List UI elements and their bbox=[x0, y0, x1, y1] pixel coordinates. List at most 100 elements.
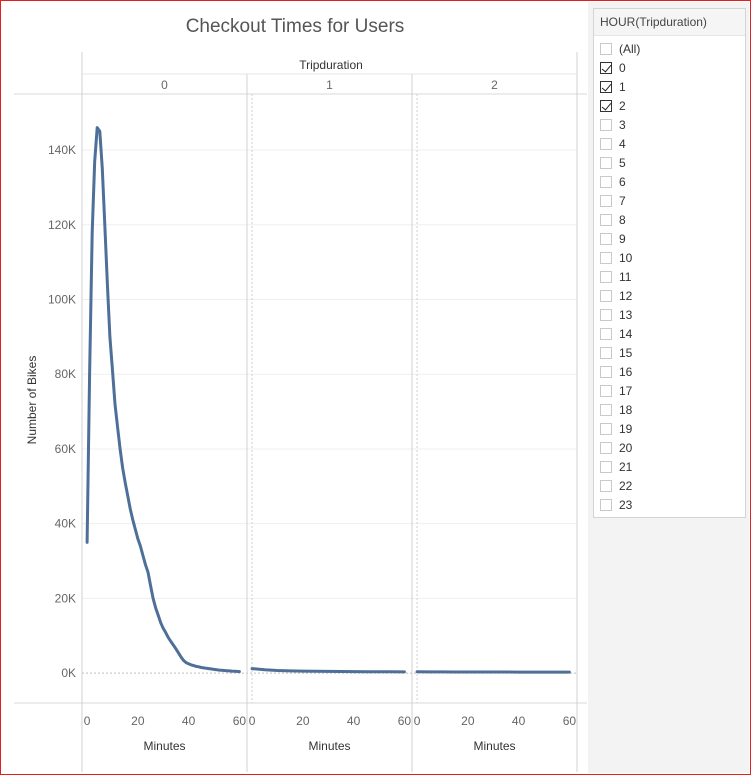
filter-checkbox[interactable] bbox=[600, 460, 612, 473]
filter-checkbox[interactable] bbox=[600, 118, 612, 131]
panel-header: 2 bbox=[491, 78, 498, 92]
filter-option-label: 1 bbox=[619, 79, 626, 94]
filter-checkbox[interactable] bbox=[600, 251, 612, 264]
filter-checkbox[interactable] bbox=[600, 137, 612, 150]
filter-checkbox[interactable] bbox=[600, 175, 612, 188]
filter-option-label: 2 bbox=[619, 98, 626, 113]
x-tick-label: 0 bbox=[414, 714, 421, 728]
filter-option-13[interactable]: 13 bbox=[600, 305, 632, 324]
filter-option-14[interactable]: 14 bbox=[600, 324, 632, 343]
filter-option-label: 16 bbox=[619, 364, 633, 379]
filter-option-label: 6 bbox=[619, 174, 626, 189]
filter-option-label: 19 bbox=[619, 421, 633, 436]
filter-option-6[interactable]: 6 bbox=[600, 172, 626, 191]
x-tick-label: 40 bbox=[347, 714, 361, 728]
filter-option-22[interactable]: 22 bbox=[600, 476, 632, 495]
chart-title: Checkout Times for Users bbox=[185, 16, 405, 37]
x-tick-label: 20 bbox=[296, 714, 310, 728]
panel-header: 0 bbox=[161, 78, 168, 92]
filter-option-label: 3 bbox=[619, 117, 626, 132]
filter-checkbox[interactable] bbox=[600, 346, 612, 359]
filter-option-label: 11 bbox=[619, 269, 632, 284]
x-tick-label: 0 bbox=[84, 714, 91, 728]
filter-checkbox[interactable] bbox=[600, 441, 612, 454]
filter-option-label: 4 bbox=[619, 136, 626, 151]
filter-option-12[interactable]: 12 bbox=[600, 286, 632, 305]
filter-checkbox[interactable] bbox=[600, 384, 612, 397]
filter-option-21[interactable]: 21 bbox=[600, 457, 632, 476]
x-tick-label: 40 bbox=[512, 714, 526, 728]
filter-option-label: 12 bbox=[619, 288, 633, 303]
filter-checkbox[interactable] bbox=[600, 308, 612, 321]
filter-option-20[interactable]: 20 bbox=[600, 438, 632, 457]
filter-checkbox[interactable] bbox=[600, 156, 612, 169]
filter-checkbox[interactable] bbox=[600, 498, 612, 511]
filter-checkbox[interactable] bbox=[600, 213, 612, 226]
filter-option-16[interactable]: 16 bbox=[600, 362, 632, 381]
y-axis-label: Number of Bikes bbox=[25, 356, 39, 445]
filter-option-label: 5 bbox=[619, 155, 626, 170]
filter-option-label: 0 bbox=[619, 60, 626, 75]
filter-option-label: 18 bbox=[619, 402, 633, 417]
filter-checkbox[interactable] bbox=[600, 270, 612, 283]
filter-option-3[interactable]: 3 bbox=[600, 115, 626, 134]
filter-option-all[interactable]: (All) bbox=[600, 39, 640, 58]
x-axis-label: Minutes bbox=[143, 739, 185, 753]
x-tick-label: 20 bbox=[131, 714, 145, 728]
filter-option-5[interactable]: 5 bbox=[600, 153, 626, 172]
filter-checkbox[interactable] bbox=[600, 61, 612, 74]
filter-option-label: 21 bbox=[619, 459, 633, 474]
chart-sheet: 0K 20K 40K 60K 80K 100K 120K 140K Tripduration 0 1… bbox=[2, 2, 587, 772]
filter-option-label: 7 bbox=[619, 193, 626, 208]
filter-option-8[interactable]: 8 bbox=[600, 210, 626, 229]
x-tick-label: 60 bbox=[233, 714, 247, 728]
filter-option-10[interactable]: 10 bbox=[600, 248, 632, 267]
x-tick-label: 20 bbox=[461, 714, 475, 728]
filter-checkbox[interactable] bbox=[600, 365, 612, 378]
filter-checkbox[interactable] bbox=[600, 232, 612, 245]
filter-checkbox[interactable] bbox=[600, 42, 612, 55]
filter-option-4[interactable]: 4 bbox=[600, 134, 626, 153]
filter-option-2[interactable]: 2 bbox=[600, 96, 626, 115]
filter-option-11[interactable]: 11 bbox=[600, 267, 631, 286]
filter-option-18[interactable]: 18 bbox=[600, 400, 632, 419]
filter-option-label: 15 bbox=[619, 345, 633, 360]
filter-title: HOUR(Tripduration) bbox=[594, 9, 745, 36]
filter-option-1[interactable]: 1 bbox=[600, 77, 626, 96]
filter-checkbox[interactable] bbox=[600, 289, 612, 302]
filter-option-7[interactable]: 7 bbox=[600, 191, 626, 210]
filter-option-label: (All) bbox=[619, 41, 641, 56]
filter-checkbox[interactable] bbox=[600, 99, 612, 112]
filter-option-label: 20 bbox=[619, 440, 633, 455]
hour-filter-card: HOUR(Tripduration) (All) 0 1 2 3 4 5 6 7 8 9 10 11 12… bbox=[593, 8, 746, 518]
side-panel: HOUR(Tripduration) (All) 0 1 2 3 4 5 6 7 8 9 10 11 12… bbox=[588, 2, 749, 773]
y-tick-label: 40K bbox=[55, 517, 76, 531]
filter-option-15[interactable]: 15 bbox=[600, 343, 632, 362]
filter-checkbox[interactable] bbox=[600, 479, 612, 492]
filter-option-17[interactable]: 17 bbox=[600, 381, 632, 400]
filter-option-0[interactable]: 0 bbox=[600, 58, 626, 77]
x-tick-label: 0 bbox=[249, 714, 256, 728]
filter-checkbox[interactable] bbox=[600, 80, 612, 93]
column-header: Tripduration bbox=[299, 58, 363, 72]
filter-option-9[interactable]: 9 bbox=[600, 229, 626, 248]
y-tick-label: 100K bbox=[48, 292, 76, 306]
y-tick-label: 0K bbox=[61, 666, 76, 680]
series-line-panel-1 bbox=[250, 667, 406, 674]
filter-option-label: 13 bbox=[619, 307, 633, 322]
filter-option-label: 14 bbox=[619, 326, 633, 341]
filter-checkbox[interactable] bbox=[600, 422, 612, 435]
filter-option-label: 17 bbox=[619, 383, 633, 398]
filter-option-label: 22 bbox=[619, 478, 633, 493]
filter-checkbox[interactable] bbox=[600, 327, 612, 340]
x-tick-label: 60 bbox=[398, 714, 412, 728]
x-axis-label: Minutes bbox=[473, 739, 515, 753]
y-tick-label: 60K bbox=[55, 442, 76, 456]
filter-option-19[interactable]: 19 bbox=[600, 419, 632, 438]
filter-checkbox[interactable] bbox=[600, 403, 612, 416]
filter-option-23[interactable]: 23 bbox=[600, 495, 632, 514]
filter-checkbox[interactable] bbox=[600, 194, 612, 207]
filter-option-label: 8 bbox=[619, 212, 626, 227]
x-tick-label: 60 bbox=[563, 714, 577, 728]
x-axis-label: Minutes bbox=[308, 739, 350, 753]
